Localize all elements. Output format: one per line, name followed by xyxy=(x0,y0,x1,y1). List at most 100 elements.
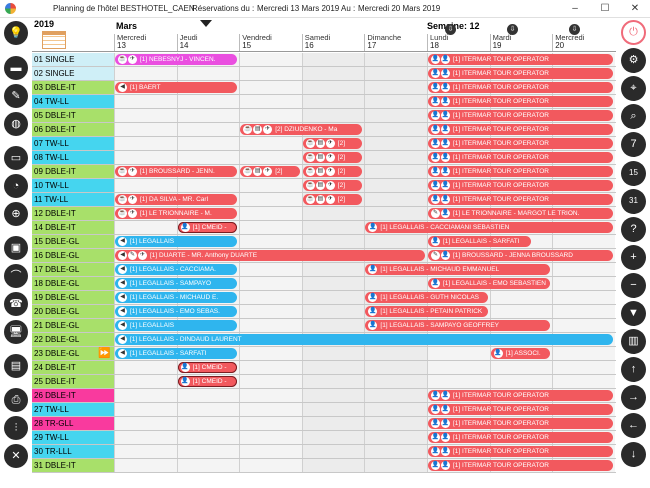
room-label[interactable]: 24 DBLE-IT xyxy=(32,361,114,374)
day-cell[interactable] xyxy=(364,389,427,402)
day-cell[interactable] xyxy=(114,95,177,108)
day-cell[interactable] xyxy=(239,179,302,192)
lightbulb-icon[interactable]: 💡 xyxy=(4,21,28,45)
booking-bar[interactable]: ☕ ✈ [1] BROUSSARD - JENN. xyxy=(115,166,238,177)
day-cell[interactable] xyxy=(239,207,302,220)
room-label[interactable]: 22 DBLE-GL xyxy=(32,333,114,346)
day-cell[interactable] xyxy=(239,361,302,374)
tools-icon[interactable]: ✕ xyxy=(4,444,28,468)
booking-bar[interactable]: ◀ [1] LEGALLAIS xyxy=(115,320,238,331)
day-cell[interactable] xyxy=(239,151,302,164)
gauge-icon[interactable]: ◔ xyxy=(4,174,28,198)
day-cell[interactable] xyxy=(114,179,177,192)
booking-bar[interactable]: ◀ [1] LEGALLAIS - DINDAUD LAURENT xyxy=(115,334,613,345)
room-label[interactable]: 27 TW-LL xyxy=(32,403,114,416)
booking-bar[interactable]: ✎ 👤 [1] BROUSSARD - JENNA BROUSSARD xyxy=(428,250,613,261)
arrow-up-icon[interactable]: ↑ xyxy=(621,357,646,383)
day-cell[interactable] xyxy=(301,389,365,402)
day-cell[interactable] xyxy=(301,263,365,276)
day-cell[interactable] xyxy=(239,375,302,388)
room-label[interactable]: 15 DBLE-GL xyxy=(32,235,114,248)
booking-bar[interactable]: 👤 👤 [1] ITERMAR TOUR OPERATOR xyxy=(428,68,613,79)
day-cell[interactable] xyxy=(364,403,427,416)
day-cell[interactable] xyxy=(552,319,615,332)
day-header[interactable]: Vendredi 15 xyxy=(239,34,302,51)
day-cell[interactable] xyxy=(114,431,177,444)
day-cell[interactable] xyxy=(427,375,490,388)
day-cell[interactable] xyxy=(239,445,302,458)
room-label[interactable]: 10 TW-LL xyxy=(32,179,114,192)
room-label[interactable]: 03 DBLE-IT xyxy=(32,81,114,94)
booking-bar[interactable]: 👤 👤 [1] ITERMAR TOUR OPERATOR xyxy=(428,54,613,65)
day-cell[interactable] xyxy=(239,137,302,150)
day-cell[interactable] xyxy=(364,179,427,192)
room-label[interactable]: 16 DBLE-GL xyxy=(32,249,114,262)
day-cell[interactable] xyxy=(114,109,177,122)
day-cell[interactable] xyxy=(114,221,177,234)
day-cell[interactable] xyxy=(552,291,615,304)
day-cell[interactable] xyxy=(301,207,365,220)
arrow-left-icon[interactable]: ← xyxy=(621,413,646,439)
booking-bar[interactable]: 👤 [1] CMEID - xyxy=(177,376,238,387)
day-cell[interactable] xyxy=(176,95,240,108)
day-cell[interactable] xyxy=(489,375,553,388)
room-label[interactable]: 21 DBLE-GL xyxy=(32,319,114,332)
booking-bar[interactable]: ◀ [1] LEGALLAIS - MICHAUD E. xyxy=(115,292,238,303)
cash-register-icon[interactable]: ▤ xyxy=(4,354,28,378)
calendar-7-icon[interactable]: 7 xyxy=(621,132,646,158)
day-cell[interactable] xyxy=(239,109,302,122)
scroll-marker-icon[interactable] xyxy=(200,20,212,27)
day-cell[interactable] xyxy=(301,347,365,360)
day-cell[interactable] xyxy=(364,151,427,164)
room-label[interactable]: 30 TR-LLL xyxy=(32,445,114,458)
booking-bar[interactable]: 👤 👤 [1] ITERMAR TOUR OPERATOR xyxy=(428,432,613,443)
booking-bar[interactable]: ◀ [1] LEGALLAIS - CACCIAMA. xyxy=(115,264,238,275)
download-icon-1[interactable]: ⇩ xyxy=(445,24,456,35)
room-label[interactable]: 29 TW-LL xyxy=(32,431,114,444)
day-cell[interactable] xyxy=(552,375,615,388)
booking-bar[interactable]: 👤 👤 [1] ITERMAR TOUR OPERATOR xyxy=(428,194,613,205)
cleaning-icon[interactable]: ✎ xyxy=(4,84,28,108)
bed-icon[interactable]: ▬ xyxy=(4,56,28,80)
booking-bar[interactable]: 👤 👤 [1] ITERMAR TOUR OPERATOR xyxy=(428,124,613,135)
booking-bar[interactable]: ✎ 👤 [1] LE TRIONNAIRE - MARGOT LE TRION. xyxy=(428,208,613,219)
day-cell[interactable] xyxy=(552,347,615,360)
day-cell[interactable] xyxy=(176,417,240,430)
room-label[interactable]: 06 DBLE-IT xyxy=(32,123,114,136)
booking-bar[interactable]: ☕ ✈ [1] DA SILVA - MR. Carl xyxy=(115,194,238,205)
day-cell[interactable] xyxy=(239,193,302,206)
day-cell[interactable] xyxy=(114,459,177,472)
day-header[interactable]: Dimanche 17 xyxy=(364,34,427,51)
search-icon[interactable]: ⌕ xyxy=(621,104,646,130)
printer-icon[interactable]: ⎙ xyxy=(4,388,28,412)
day-cell[interactable] xyxy=(301,305,365,318)
calendar-help-icon[interactable]: ? xyxy=(621,216,646,242)
stats-icon[interactable]: ▥ xyxy=(621,329,646,355)
day-cell[interactable] xyxy=(301,67,365,80)
day-cell[interactable] xyxy=(301,375,365,388)
day-cell[interactable] xyxy=(114,403,177,416)
tag-icon[interactable]: ▭ xyxy=(4,146,28,170)
day-cell[interactable] xyxy=(489,305,553,318)
day-cell[interactable] xyxy=(301,235,365,248)
download-icon-2[interactable]: ⇩ xyxy=(507,24,518,35)
booking-bar[interactable]: ☕ ▤ ✈ [2] DZIUDENKO - Ma xyxy=(240,124,363,135)
day-cell[interactable] xyxy=(364,67,427,80)
booking-bar[interactable]: 👤 👤 [1] ITERMAR TOUR OPERATOR xyxy=(428,404,613,415)
day-cell[interactable] xyxy=(364,165,427,178)
booking-bar[interactable]: ☕ ▤ ✈ [2] xyxy=(302,138,363,149)
day-cell[interactable] xyxy=(176,109,240,122)
day-cell[interactable] xyxy=(301,221,365,234)
day-cell[interactable] xyxy=(114,67,177,80)
calendar-15-icon[interactable]: 15 xyxy=(621,160,646,186)
day-cell[interactable] xyxy=(239,431,302,444)
day-cell[interactable] xyxy=(364,95,427,108)
day-cell[interactable] xyxy=(552,235,615,248)
room-label[interactable]: 28 TR-GLL xyxy=(32,417,114,430)
day-cell[interactable] xyxy=(364,375,427,388)
day-cell[interactable] xyxy=(489,361,553,374)
pin-icon[interactable]: ▼ xyxy=(621,301,646,326)
booking-bar[interactable]: ☕ ▤ ✈ [2] xyxy=(302,152,363,163)
booking-bar[interactable]: ◀ [1] BAERT xyxy=(115,82,238,93)
day-cell[interactable] xyxy=(239,221,302,234)
